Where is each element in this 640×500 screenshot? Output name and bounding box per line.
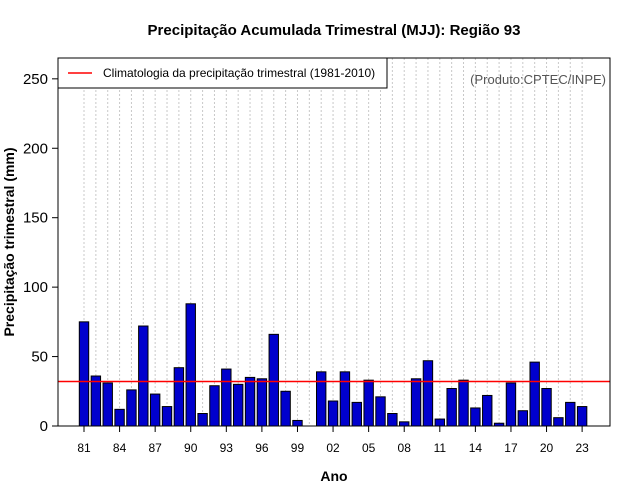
x-tick-label-81: 81 — [77, 441, 91, 455]
bar-93 — [221, 368, 232, 427]
bar-89 — [173, 367, 185, 427]
bar-12 — [446, 388, 457, 427]
y-tick-label-50: 50 — [31, 349, 48, 366]
y-tick-label-100: 100 — [23, 279, 48, 296]
bar-13 — [458, 379, 469, 427]
grid-lines — [83, 58, 583, 426]
y-tick-label-200: 200 — [23, 140, 48, 157]
bar-94 — [232, 383, 244, 427]
bar-84 — [114, 408, 125, 427]
bar-86 — [138, 325, 149, 427]
x-tick-label-90: 90 — [184, 441, 198, 455]
bar-21 — [553, 417, 564, 427]
bar-19 — [529, 361, 540, 427]
bar-81 — [78, 321, 90, 427]
bar-14 — [470, 407, 481, 427]
legend-box — [57, 57, 388, 89]
bar-10 — [422, 360, 434, 427]
x-tick-label-08: 08 — [398, 441, 412, 455]
bar-03 — [339, 371, 351, 427]
bar-95 — [244, 376, 256, 427]
bar-11 — [434, 418, 446, 427]
bar-99 — [292, 419, 303, 427]
bar-85 — [126, 389, 137, 427]
bar-98 — [280, 390, 291, 427]
bar-09 — [410, 378, 422, 427]
bar-87 — [149, 393, 161, 427]
x-tick-label-17: 17 — [504, 441, 518, 455]
x-tick-label-93: 93 — [220, 441, 234, 455]
bars — [78, 303, 588, 427]
bar-01 — [316, 371, 327, 427]
x-tick-label-96: 96 — [255, 441, 269, 455]
y-tick-label-150: 150 — [23, 210, 48, 227]
bar-18 — [517, 410, 529, 427]
legend-climatology-label: Climatologia da precipitação trimestral … — [103, 66, 375, 80]
bar-08 — [399, 421, 410, 427]
bar-82 — [90, 375, 102, 427]
x-tick-label-99: 99 — [291, 441, 305, 455]
x-tick-label-23: 23 — [575, 441, 589, 455]
y-tick-label-0: 0 — [40, 418, 48, 435]
bar-20 — [541, 388, 552, 427]
bar-05 — [363, 379, 374, 427]
bar-97 — [268, 333, 279, 427]
source-note: (Produto:CPTEC/INPE) — [470, 72, 606, 87]
y-tick-label-250: 250 — [23, 71, 48, 88]
bar-83 — [102, 382, 113, 427]
bar-15 — [482, 394, 493, 427]
bar-04 — [351, 401, 362, 427]
bar-88 — [161, 406, 173, 427]
bar-06 — [375, 396, 386, 427]
y-axis: 0 50 100 150 200 250 — [23, 71, 58, 435]
x-tick-label-02: 02 — [326, 441, 340, 455]
bar-22 — [565, 401, 576, 427]
x-axis-label: Ano — [320, 468, 347, 484]
x-axis: 81 84 87 90 93 96 99 02 05 08 11 14 17 20 23 — [77, 426, 589, 455]
bar-07 — [387, 413, 398, 427]
x-tick-label-05: 05 — [362, 441, 376, 455]
bar-90 — [185, 303, 196, 427]
bar-96 — [256, 378, 268, 427]
legend: Climatologia da precipitação trimestral … — [57, 57, 388, 89]
bar-17 — [505, 382, 517, 427]
chart-title: Precipitação Acumulada Trimestral (MJJ):… — [148, 22, 521, 39]
bar-91 — [197, 413, 208, 427]
x-tick-label-87: 87 — [148, 441, 162, 455]
bar-02 — [327, 400, 339, 427]
bar-92 — [209, 385, 220, 427]
x-tick-label-11: 11 — [434, 441, 447, 455]
x-tick-label-14: 14 — [469, 441, 483, 455]
y-axis-label: Precipitação trimestral (mm) — [1, 147, 17, 336]
bar-23 — [576, 406, 588, 427]
x-tick-label-84: 84 — [113, 441, 127, 455]
x-tick-label-20: 20 — [540, 441, 554, 455]
